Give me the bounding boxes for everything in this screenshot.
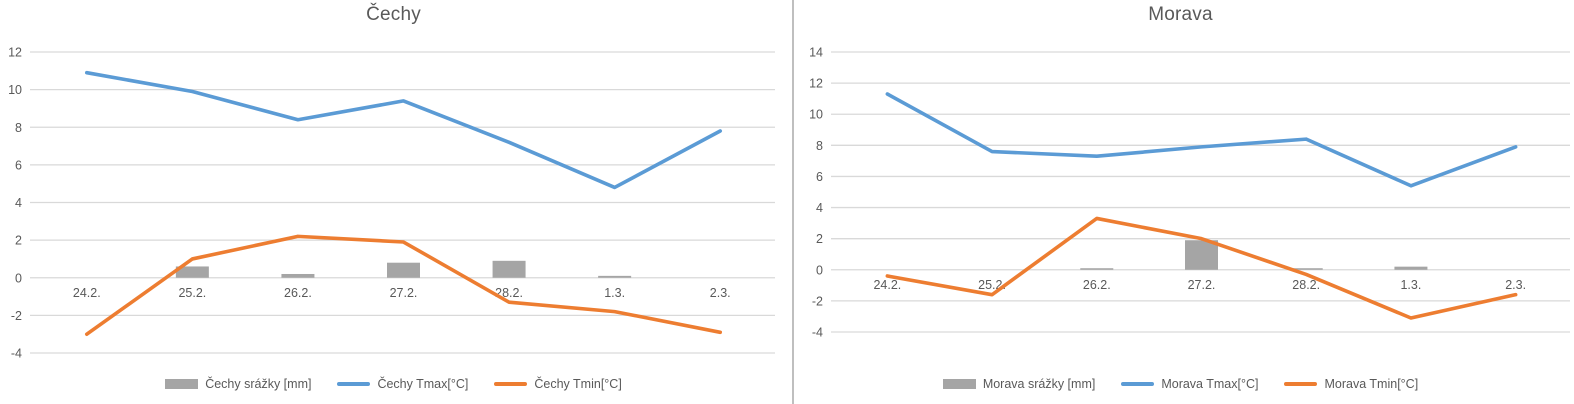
legend-item-tmin: Morava Tmin[°C]	[1284, 377, 1418, 391]
legend-line-swatch	[1121, 382, 1155, 386]
x-axis-category-label: 1.3.	[604, 286, 625, 300]
y-axis-tick-label: 6	[15, 158, 22, 172]
panel-divider	[792, 0, 794, 404]
x-axis-category-label: 28.2.	[1292, 278, 1320, 292]
precip-bar	[598, 275, 632, 278]
tmax-line	[84, 70, 723, 190]
x-axis-category-label: 24.2.	[873, 278, 901, 292]
y-axis-tick-label: -2	[812, 294, 823, 308]
y-axis-tick-label: 14	[809, 46, 823, 60]
tmax-line	[885, 92, 1518, 188]
y-axis-tick-label: 2	[15, 234, 22, 248]
legend-line-swatch	[337, 382, 371, 386]
legend-label: Morava Tmax[°C]	[1161, 377, 1259, 391]
tmin-line	[84, 234, 723, 336]
precip-bar	[387, 262, 420, 278]
legend-label: Čechy Tmax[°C]	[377, 377, 469, 391]
legend-line-swatch	[1284, 382, 1318, 386]
legend-item-tmin: Čechy Tmin[°C]	[494, 377, 622, 391]
y-axis-tick-label: -2	[11, 309, 22, 323]
x-axis-category-label: 26.2.	[284, 286, 312, 300]
x-axis-category-label: 2.3.	[710, 286, 731, 300]
legend-label: Morava Tmin[°C]	[1324, 377, 1419, 391]
chart-legend-morava: Morava srážky [mm] Morava Tmax[°C] Morava …	[787, 374, 1574, 394]
precip-bar	[1080, 268, 1114, 270]
precip-bar	[281, 273, 315, 278]
y-axis-tick-label: 10	[8, 83, 22, 97]
y-axis-tick-label: 0	[15, 271, 22, 285]
y-axis-tick-label: 12	[809, 77, 823, 91]
x-axis-category-label: 27.2.	[390, 286, 418, 300]
tmin-line	[885, 216, 1518, 320]
legend-item-precipitation: Morava srážky [mm]	[942, 377, 1096, 391]
precip-bar	[1394, 266, 1428, 270]
precip-bar	[175, 266, 209, 278]
precip-bar	[1185, 240, 1218, 270]
y-axis-tick-label: -4	[11, 347, 22, 361]
x-axis-category-label: 25.2.	[178, 286, 206, 300]
y-axis-tick-label: 0	[816, 263, 823, 277]
chart-legend-cechy: Čechy srážky [mm] Čechy Tmax[°C] Čechy Tmi…	[0, 374, 787, 394]
y-axis-tick-label: -4	[812, 326, 823, 340]
legend-item-tmax: Čechy Tmax[°C]	[337, 377, 468, 391]
legend-label: Čechy srážky [mm]	[205, 377, 312, 391]
legend-label: Morava srážky [mm]	[982, 377, 1096, 391]
precip-bar	[1289, 268, 1323, 270]
chart-panel-morava: Morava 14 12 10 8 6 4 2 0 -2 -4 24.2. 25.2. 26.2. 27.…	[787, 0, 1574, 404]
y-axis-tick-label: 4	[15, 196, 22, 210]
x-axis-category-label: 1.3.	[1400, 278, 1421, 292]
legend-line-swatch	[494, 382, 528, 386]
legend-bar-swatch	[942, 379, 976, 389]
y-axis-tick-label: 8	[15, 121, 22, 135]
y-axis-tick-label: 6	[816, 170, 823, 184]
y-axis-tick-label: 4	[816, 201, 823, 215]
precip-bar	[492, 260, 526, 278]
legend-bar-swatch	[165, 379, 199, 389]
x-axis-category-label: 24.2.	[73, 286, 101, 300]
y-axis-tick-label: 8	[816, 139, 823, 153]
chart-panel-cechy: Čechy 12 10 8 6 4 2 0 -2 -4 24.2. 25.2. 26.2. 27.2. 2…	[0, 4, 787, 394]
y-axis-tick-label: 12	[8, 46, 22, 60]
x-axis-category-label: 2.3.	[1505, 278, 1526, 292]
legend-label: Čechy Tmin[°C]	[534, 377, 622, 391]
y-axis-tick-label: 2	[816, 232, 823, 246]
y-axis-tick-label: 10	[809, 108, 823, 122]
chart-title-cechy: Čechy	[366, 4, 421, 25]
chart-title-morava: Morava	[1148, 4, 1213, 25]
x-axis-category-label: 26.2.	[1083, 278, 1111, 292]
legend-item-precipitation: Čechy srážky [mm]	[165, 377, 311, 391]
legend-item-tmax: Morava Tmax[°C]	[1121, 377, 1258, 391]
x-axis-category-label: 27.2.	[1188, 278, 1216, 292]
